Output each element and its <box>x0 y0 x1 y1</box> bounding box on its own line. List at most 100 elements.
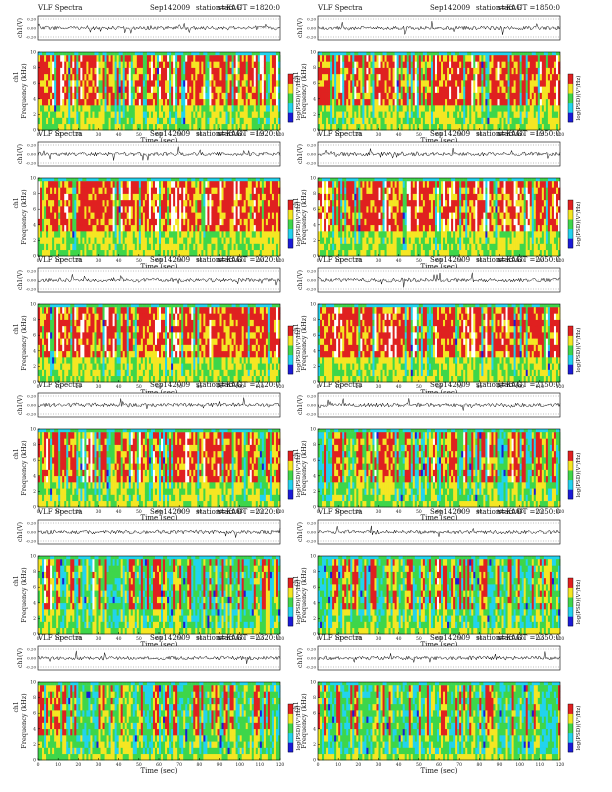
spectrogram-cell <box>374 218 377 226</box>
spectrogram-cell <box>362 199 365 207</box>
spectrogram-cell <box>275 231 279 238</box>
spectrogram-cell <box>364 243 367 251</box>
spectrogram-cell <box>489 86 492 93</box>
spectrogram-cell <box>118 224 121 232</box>
spectrogram-cell <box>338 218 341 226</box>
spectrogram-cell <box>64 117 67 125</box>
spectrogram-cell <box>114 92 117 100</box>
spectrogram-cell <box>338 67 341 75</box>
spectrogram-cell <box>156 181 160 188</box>
spectrogram-cell <box>261 212 265 219</box>
spectrogram-cell <box>152 237 156 244</box>
spectrogram-cell <box>167 193 170 201</box>
spectrogram-cell <box>229 80 232 87</box>
spectrogram-cell <box>477 55 480 62</box>
spectrogram-cell <box>382 98 385 106</box>
spectrogram-cell <box>120 181 123 188</box>
spectrogram-cell <box>491 86 494 93</box>
spectrogram-cell <box>332 181 335 188</box>
spectrogram-cell <box>92 249 95 257</box>
spectrogram-cell <box>229 237 232 244</box>
spectrogram-cell <box>467 67 470 75</box>
spectrogram-cell <box>457 67 460 75</box>
spectrogram-cell <box>406 105 410 112</box>
spectrogram-cell <box>453 67 456 75</box>
spectrogram-cell <box>420 67 424 75</box>
spectrogram-cell <box>443 123 446 131</box>
spectrogram-cell <box>60 117 63 125</box>
spectrogram-cell <box>352 249 355 257</box>
spectrogram-cell <box>499 98 502 106</box>
spectrogram-cell <box>165 187 168 194</box>
spectrogram-cell <box>271 67 275 75</box>
spectrogram-cell <box>96 193 99 201</box>
spectrogram-cell <box>102 199 105 207</box>
spectrogram-cell <box>179 224 182 232</box>
spectrogram-cell <box>142 73 146 81</box>
spectrogram-cell <box>360 218 363 226</box>
spectrogram-cell <box>50 92 53 100</box>
spectrogram-cell <box>42 123 45 131</box>
spectrogram-cell <box>332 98 335 106</box>
spectrogram-cell <box>78 55 81 62</box>
spectrogram-cell <box>62 86 65 93</box>
spectrogram-cell <box>408 92 412 100</box>
spectrogram-cell <box>70 98 73 106</box>
colorbar-segment <box>568 83 573 94</box>
spectrogram-cell <box>221 193 224 201</box>
spectrogram-cell <box>112 98 115 106</box>
spectrogram-cell <box>557 111 561 118</box>
spectrogram-cell <box>219 193 222 201</box>
spectrogram-cell <box>154 237 158 244</box>
spectrogram-cell <box>90 193 93 201</box>
spectrogram-cell <box>326 206 329 213</box>
spectrogram-cell <box>253 181 257 188</box>
spectrogram-cell <box>376 92 379 100</box>
spectrogram-cell <box>503 123 506 131</box>
spectrogram-cell <box>187 237 190 244</box>
spectrogram-cell <box>269 92 273 100</box>
spectrogram-cell <box>191 123 194 131</box>
spectrogram-cell <box>161 231 164 238</box>
spectrogram-cell <box>183 224 186 232</box>
spectrogram-cell <box>217 86 220 93</box>
spectrogram-cell <box>76 123 79 131</box>
spectrogram-cell <box>541 98 545 106</box>
spectrogram-cell <box>66 98 69 106</box>
spectrogram-cell <box>150 117 154 125</box>
spectrogram-cell <box>398 73 401 81</box>
spectrogram-cell <box>62 187 65 194</box>
spectrogram-cell <box>106 237 109 244</box>
spectrogram-cell <box>114 224 117 232</box>
spectrogram-cell <box>159 212 162 219</box>
spectrogram-cell <box>161 206 164 213</box>
spectrogram-cell <box>360 61 363 68</box>
spectrogram-cell <box>273 80 277 87</box>
spectrogram-cell <box>229 243 232 251</box>
spectrogram-cell <box>40 187 43 194</box>
spectrogram-cell <box>426 111 430 118</box>
spectrogram-cell <box>177 212 180 219</box>
spectrogram-cell <box>102 123 105 131</box>
spectrogram-cell <box>161 199 164 207</box>
spectrogram-cell <box>267 86 271 93</box>
spectrogram-cell <box>78 212 81 219</box>
spectrogram-cell <box>211 199 214 207</box>
spectrogram-cell <box>187 117 190 125</box>
spectrogram-cell <box>362 249 365 257</box>
spectrogram-cell <box>364 199 367 207</box>
spectrogram-cell <box>493 61 496 68</box>
spectrogram-cell <box>197 61 200 68</box>
spectrogram-cell <box>165 249 168 257</box>
spectrogram-cell <box>428 123 432 131</box>
spectrogram-cell <box>275 92 279 100</box>
spectrogram-cell <box>497 55 500 62</box>
spectrogram-cell <box>404 92 408 100</box>
spectrogram-cell <box>144 73 148 81</box>
spectrogram-cell <box>128 98 132 106</box>
spectrogram-cell <box>265 98 269 106</box>
spectrogram-cell <box>483 73 486 81</box>
spectrogram-cell <box>247 92 251 100</box>
spectrogram-cell <box>495 117 498 125</box>
spectrogram-cell <box>336 123 339 131</box>
